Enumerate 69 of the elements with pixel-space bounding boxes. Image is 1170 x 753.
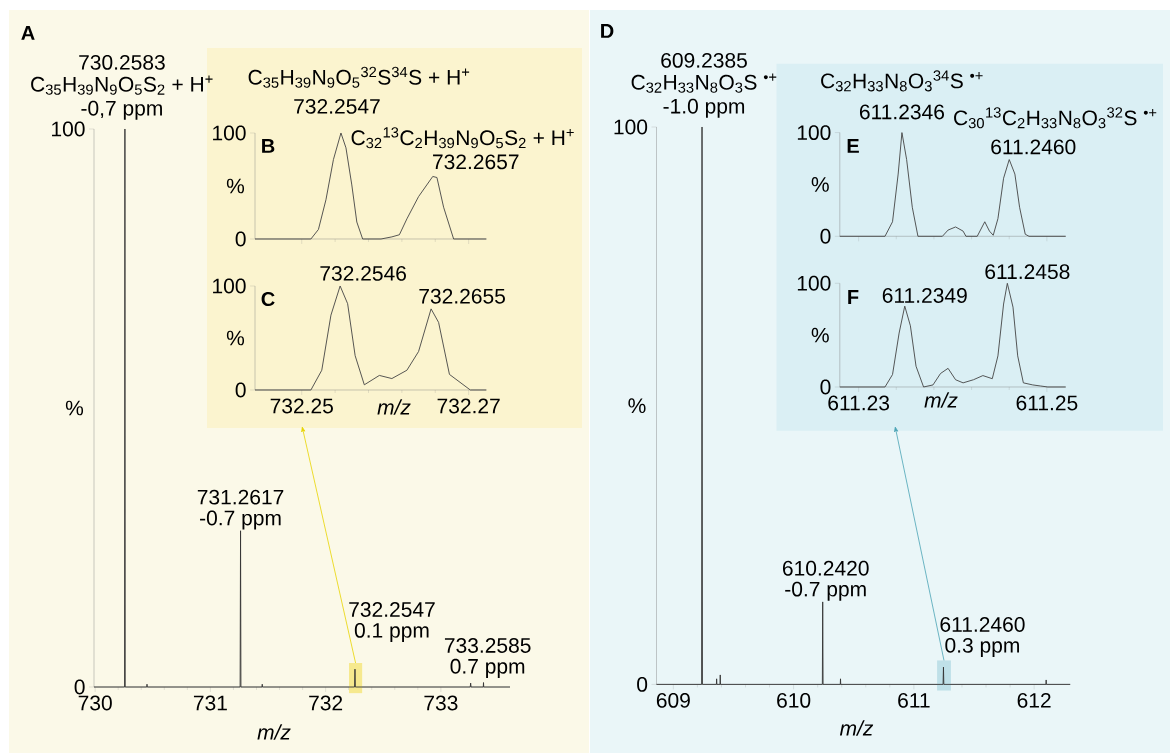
text: C$_{35}$H$_{39}$N$_{9}$O$_{5}$$^{32}$S$^{34}$S + H$^{+}$ [248, 66, 470, 88]
text: C$_{32}$H$_{33}$N$_{8}$O$_{3}$$^{34}$S $^{•+}$ [821, 70, 983, 92]
x-tick-label: 609 [656, 692, 690, 708]
chart-title: F [848, 290, 859, 304]
chart-title: A [21, 26, 35, 40]
y-axis-title: % [811, 327, 829, 343]
x-axis-title: m/z [377, 399, 411, 415]
y-tick-label: 100 [52, 121, 85, 137]
x-tick-label: 732.25 [270, 398, 333, 414]
annotation: 731.2617 [197, 489, 284, 505]
x-tick-label: 731 [193, 695, 227, 711]
x-tick-label: 610 [777, 692, 811, 708]
annotation: 610.2420 [782, 560, 869, 576]
x-axis-title: m/z [839, 720, 874, 736]
y-tick-label: 100 [213, 125, 246, 141]
annotation: -0.7 ppm [200, 510, 281, 530]
annotation: 0.3 ppm [945, 637, 1019, 657]
annotation: 611.2460 [940, 617, 1025, 632]
annotation: -0.7 ppm [785, 581, 866, 601]
chart-title: E [847, 139, 859, 153]
y-tick-label: 100 [797, 125, 831, 141]
text: C$_{30}$$^{13}$C$_{2}$H$_{33}$N$_{8}$O$_{3}$$^{32}$S $^{•+}$ [954, 107, 1157, 129]
x-tick-label: 611.23 [828, 395, 890, 411]
x-tick-label: 730 [78, 695, 112, 711]
annotation: -1.0 ppm [663, 98, 745, 118]
x-tick-label: 732 [309, 695, 343, 711]
x-tick-label: 732.27 [437, 398, 500, 414]
y-tick-label: 0 [820, 228, 831, 244]
annotation: 732.2547 [349, 602, 435, 617]
x-tick-label: 611 [898, 692, 930, 708]
annotation: 611.2458 [985, 264, 1070, 280]
y-tick-label: 0 [235, 382, 246, 398]
y-tick-label: 0 [74, 679, 85, 695]
text: C$_{32}$H$_{33}$N$_{8}$O$_{3}$S $^{•+}$ [631, 73, 777, 93]
text: C$_{32}$$^{13}$C$_{2}$H$_{39}$N$_{9}$O$_{5}$S$_{2}$ + H$^{+}$ [351, 127, 574, 149]
x-tick-label: 733 [424, 695, 458, 711]
annotation: 732.2655 [419, 288, 505, 304]
annotation: 732.2547 [294, 98, 380, 114]
annotation: 0.7 ppm [450, 658, 525, 678]
chart-title: B [262, 139, 275, 153]
y-axis-title: % [628, 398, 646, 414]
x-axis-title: m/z [924, 392, 958, 408]
line-series [839, 282, 1067, 388]
text: 609.2385 [661, 52, 747, 68]
annotation: 733.2585 [444, 638, 531, 653]
x-tick-label: 612 [1017, 692, 1051, 708]
y-axis-title: % [226, 178, 245, 194]
annotation: 732.2546 [320, 265, 406, 281]
chart-title: C [261, 291, 275, 307]
y-axis-title: % [65, 400, 84, 416]
y-tick-label: 0 [235, 231, 246, 247]
text: 730.2583 [79, 54, 165, 70]
annotation: 611.2346 [859, 104, 945, 120]
y-tick-label: 0 [820, 379, 831, 395]
y-tick-label: 100 [614, 119, 648, 135]
y-tick-label: 100 [797, 275, 831, 291]
y-tick-label: 0 [637, 676, 648, 692]
annotation: 611.2349 [882, 288, 967, 303]
x-tick-label: 611.25 [1016, 395, 1078, 411]
y-axis-title: % [226, 330, 245, 346]
annotation: 611.2460 [991, 139, 1076, 155]
y-axis-title: % [811, 177, 829, 192]
text: C$_{35}$H$_{39}$N$_{9}$O$_{5}$S$_{2}$ + H$^{+}$ [31, 75, 213, 95]
annotation: -0,7 ppm [81, 100, 162, 120]
annotation: 0.1 ppm [354, 622, 429, 642]
annotation: 732.2657 [433, 154, 519, 170]
x-axis-title: m/z [257, 724, 291, 740]
chart-title: D [601, 24, 614, 38]
y-tick-label: 100 [213, 278, 246, 294]
